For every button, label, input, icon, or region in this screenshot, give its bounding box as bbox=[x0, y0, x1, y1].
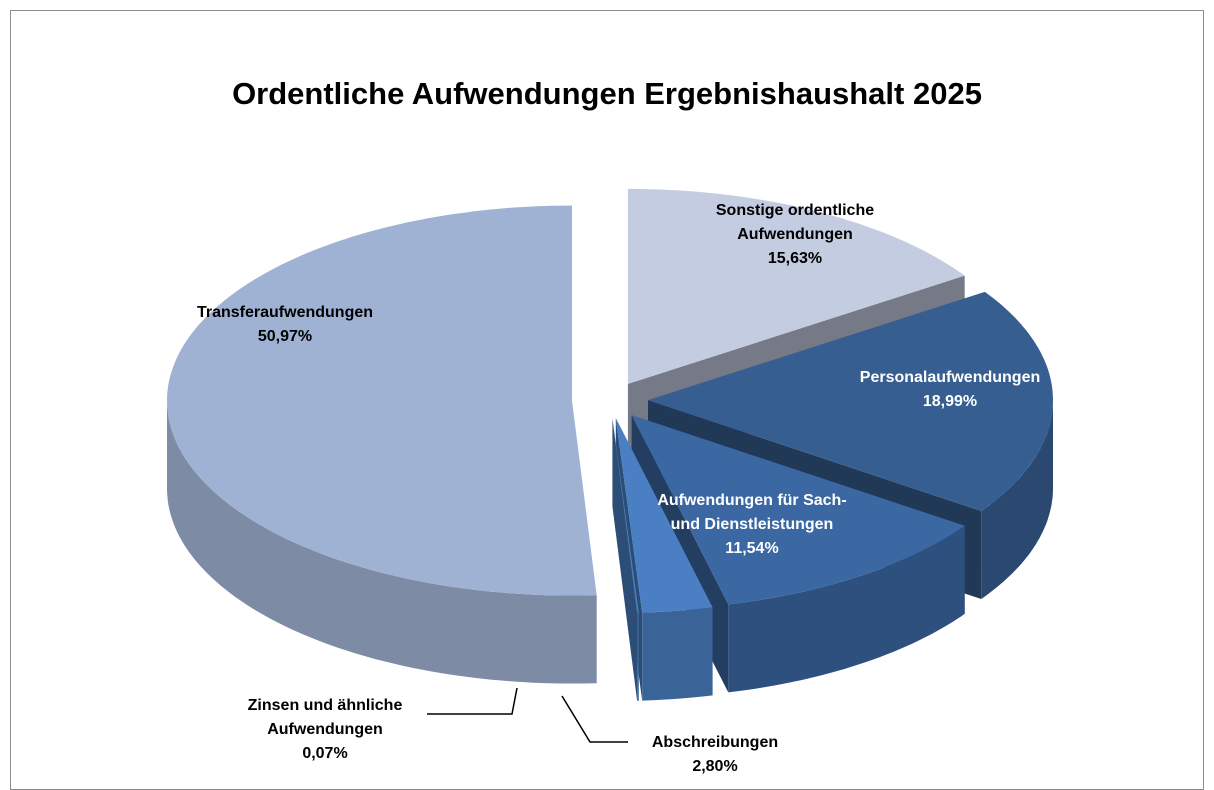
slice bbox=[648, 291, 1053, 511]
slice bbox=[167, 205, 597, 596]
category-label: Transferaufwendungen bbox=[196, 304, 374, 321]
slice bbox=[627, 188, 965, 384]
data-label: Sonstige ordentliche Aufwendungen 15,63% bbox=[675, 199, 915, 271]
slice-wall bbox=[728, 525, 965, 693]
category-label: Sonstige ordentliche Aufwendungen bbox=[715, 202, 875, 243]
value-label: 50,97% bbox=[257, 328, 313, 345]
value-label: 18,99% bbox=[922, 393, 978, 410]
data-label: Transferaufwendungen 50,97% bbox=[155, 301, 415, 349]
leader-line bbox=[427, 687, 518, 715]
data-label: Personalaufwendungen 18,99% bbox=[820, 366, 1080, 414]
chart-title: Ordentliche Aufwendungen Ergebnishaushal… bbox=[232, 76, 982, 111]
slice bbox=[615, 418, 713, 613]
data-label: Abschreibungen 2,80% bbox=[615, 731, 815, 779]
leader-line bbox=[561, 695, 628, 743]
value-label: 2,80% bbox=[692, 758, 738, 775]
slice-wall bbox=[642, 607, 713, 701]
slice-side bbox=[612, 418, 638, 701]
data-label: Aufwendungen für Sach- und Dienstleistun… bbox=[652, 489, 852, 561]
category-label: Zinsen und ähnliche Aufwendungen bbox=[247, 697, 403, 738]
category-label: Personalaufwendungen bbox=[859, 369, 1041, 386]
category-label: Aufwendungen für Sach- und Dienstleistun… bbox=[657, 492, 847, 533]
value-label: 11,54% bbox=[725, 540, 779, 557]
value-label: 15,63% bbox=[767, 250, 823, 267]
category-label: Abschreibungen bbox=[651, 734, 779, 751]
value-label: 0,07% bbox=[302, 745, 348, 762]
slice bbox=[631, 415, 965, 605]
slice-wall bbox=[981, 400, 1053, 599]
slice-wall bbox=[167, 400, 597, 684]
slice bbox=[612, 418, 639, 613]
data-label: Zinsen und ähnliche Aufwendungen 0,07% bbox=[210, 694, 440, 766]
pie bbox=[167, 188, 1053, 701]
slice-wall bbox=[637, 612, 639, 701]
